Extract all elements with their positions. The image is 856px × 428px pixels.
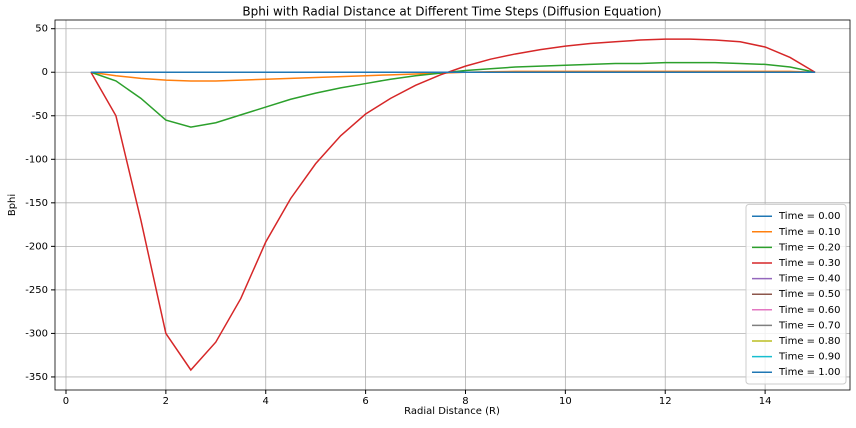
y-tick-label: -300 [25, 328, 48, 339]
legend-label: Time = 0.30 [778, 258, 840, 269]
y-tick-label: 0 [42, 67, 48, 78]
x-tick-label: 14 [759, 396, 772, 407]
x-tick-label: 10 [559, 396, 572, 407]
y-tick-label: -350 [25, 372, 48, 383]
legend-label: Time = 0.00 [778, 211, 840, 222]
legend-label: Time = 0.60 [778, 305, 840, 316]
y-tick-label: -200 [25, 241, 48, 252]
y-tick-label: -50 [32, 111, 48, 122]
y-tick-label: -150 [25, 198, 48, 209]
series-line [90, 38, 816, 372]
legend-label: Time = 0.50 [778, 289, 840, 300]
legend-box [745, 203, 847, 385]
y-tick-label: -250 [25, 285, 48, 296]
y-tick-label: 50 [35, 24, 48, 35]
legend-label: Time = 1.00 [778, 367, 840, 378]
plot-frame [54, 19, 851, 391]
x-tick-label: 12 [659, 396, 672, 407]
legend-label: Time = 0.40 [778, 274, 840, 285]
x-axis-label: Radial Distance (R) [404, 406, 500, 417]
x-tick-label: 2 [163, 396, 169, 407]
x-tick-label: 4 [263, 396, 269, 407]
x-tick-label: 0 [63, 396, 69, 407]
legend-label: Time = 0.20 [778, 242, 840, 253]
legend-label: Time = 0.70 [778, 320, 840, 331]
x-tick-label: 8 [462, 396, 468, 407]
legend-label: Time = 0.90 [778, 352, 840, 363]
x-tick-label: 6 [362, 396, 368, 407]
legend-label: Time = 0.80 [778, 336, 840, 347]
legend-label: Time = 0.10 [778, 227, 840, 238]
y-tick-label: -100 [25, 154, 48, 165]
y-axis-label: Bphi [7, 194, 18, 216]
chart-title: Bphi with Radial Distance at Different T… [242, 5, 661, 19]
